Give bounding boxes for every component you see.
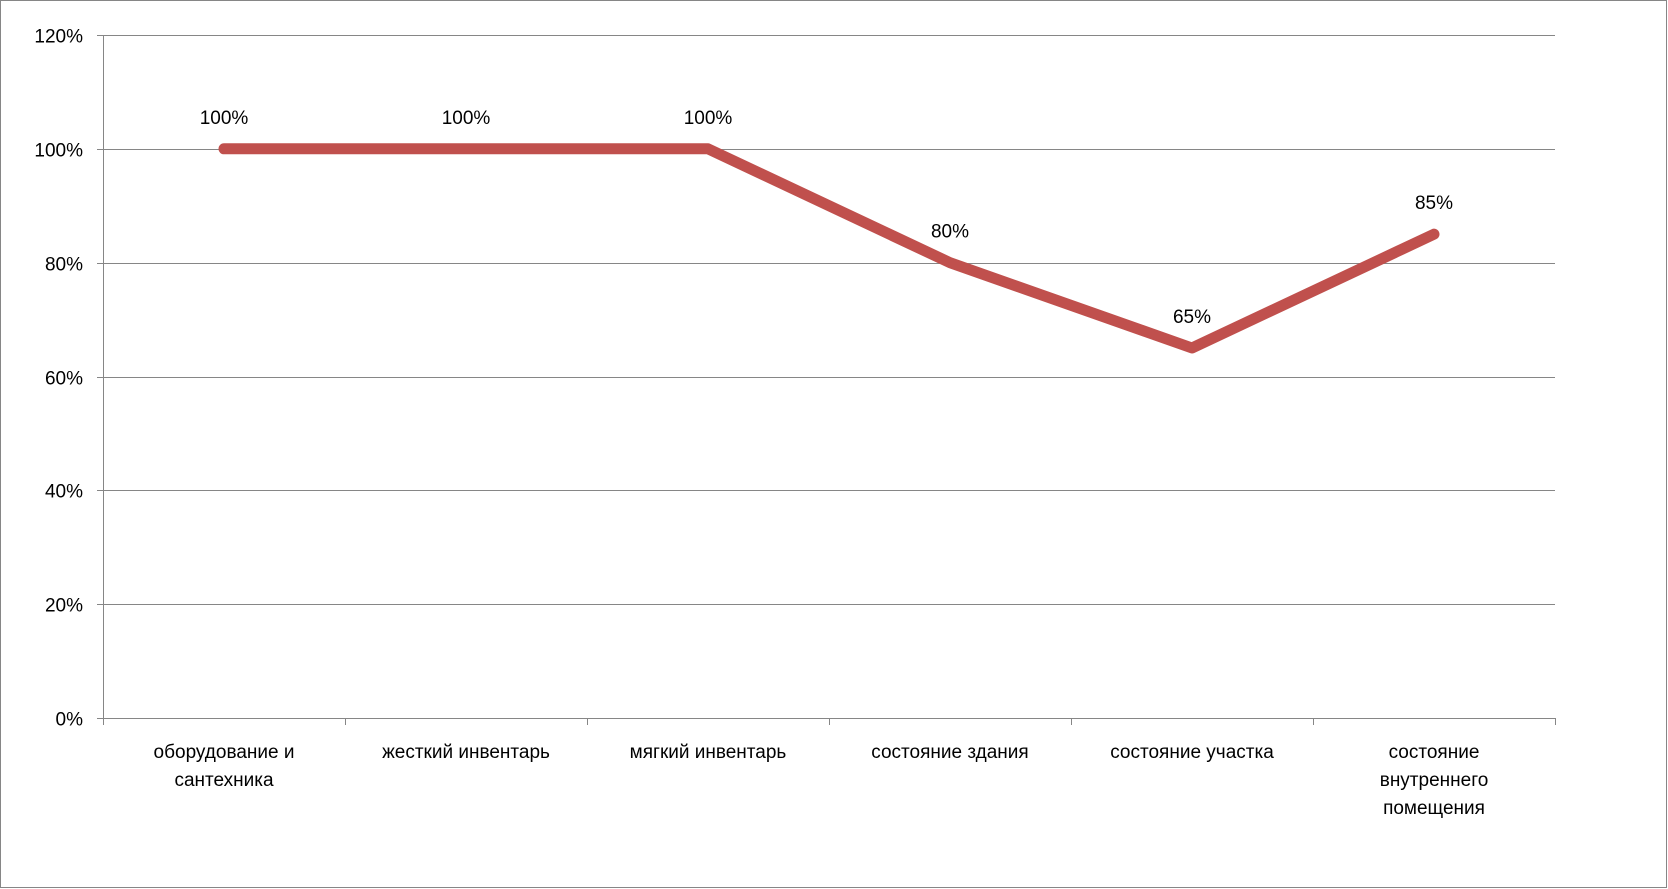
x-axis-tick-labels: оборудование и сантехника жесткий инвентар… (154, 742, 1489, 819)
x-tick-label-line: состояние здания (871, 742, 1028, 763)
x-tick-label-line: мягкий инвентарь (630, 742, 787, 763)
y-tick-label: 40% (45, 482, 83, 503)
x-tick-label: состояние внутреннего помещения (1380, 742, 1489, 819)
x-tick-label-line: сантехника (174, 770, 274, 791)
x-tick-label-line: жесткий инвентарь (382, 742, 550, 763)
data-label: 85% (1415, 193, 1453, 214)
data-label: 80% (931, 222, 969, 243)
axes (97, 35, 1556, 725)
x-tick-label: состояние участка (1110, 742, 1274, 763)
x-tick-label-line: помещения (1383, 798, 1485, 819)
y-tick-label: 100% (34, 141, 83, 162)
y-tick-label: 0% (56, 710, 84, 731)
x-tick-label-line: внутреннего (1380, 770, 1489, 791)
x-tick-label: состояние здания (871, 742, 1028, 763)
x-tick-label-line: состояние (1389, 742, 1480, 763)
y-axis-tick-labels: 0% 20% 40% 60% 80% 100% 120% (34, 27, 83, 731)
data-label: 65% (1173, 307, 1211, 328)
series-line (218, 143, 1440, 354)
data-label: 100% (684, 108, 733, 129)
x-tick-label: оборудование и сантехника (154, 742, 295, 791)
x-tick-label-line: состояние участка (1110, 742, 1274, 763)
data-label: 100% (442, 108, 491, 129)
series-line-group (218, 143, 1440, 354)
y-tick-label: 60% (45, 369, 83, 390)
y-tick-label: 20% (45, 596, 83, 617)
y-tick-label: 80% (45, 255, 83, 276)
x-tick-label: жесткий инвентарь (382, 742, 550, 763)
data-labels: 100% 100% 100% 80% 65% 85% (200, 108, 1453, 328)
x-tick-label-line: оборудование и (154, 742, 295, 763)
data-label: 100% (200, 108, 249, 129)
x-tick-label: мягкий инвентарь (630, 742, 787, 763)
y-tick-label: 120% (34, 27, 83, 48)
